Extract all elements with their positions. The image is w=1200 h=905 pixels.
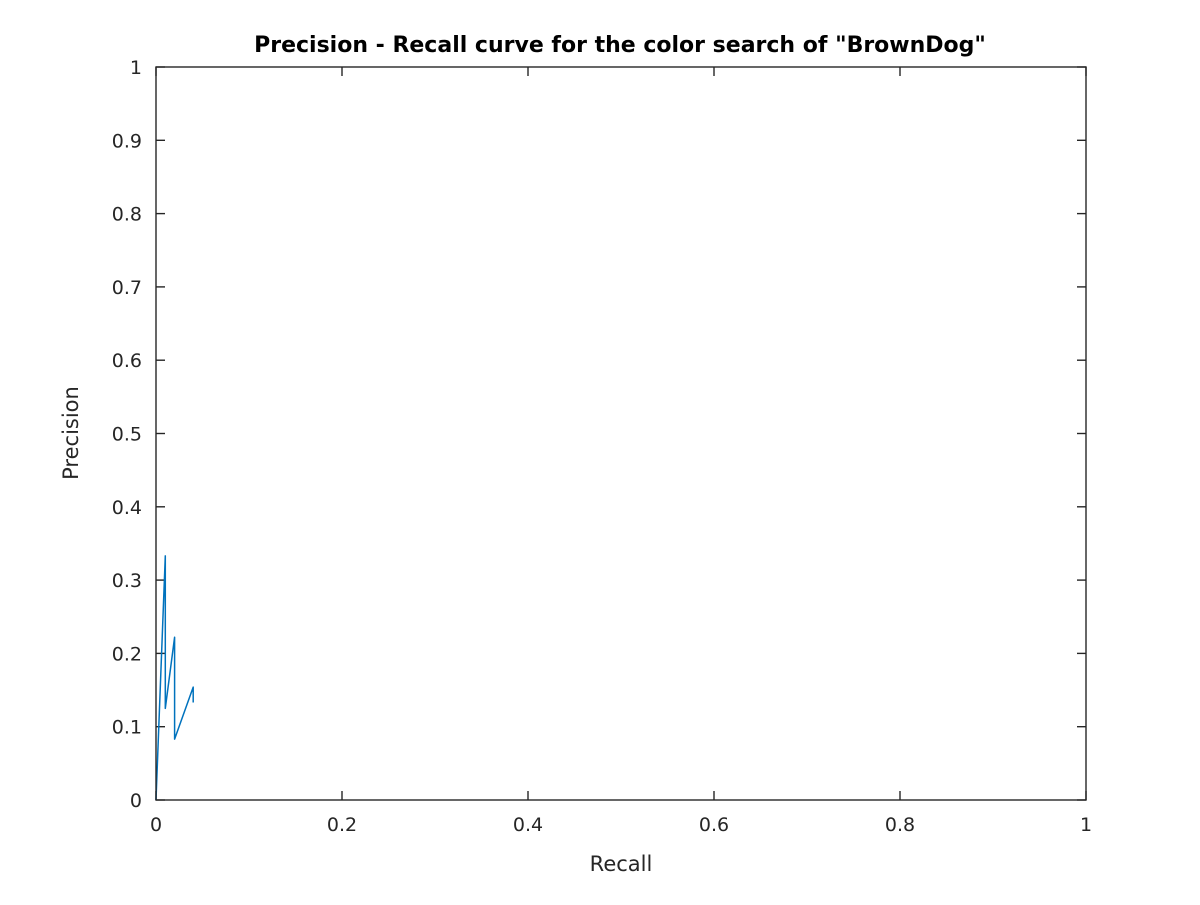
chart-title: Precision - Recall curve for the color s… bbox=[254, 33, 986, 58]
x-axis-label: Recall bbox=[590, 852, 653, 876]
y-tick-label: 0.6 bbox=[112, 350, 142, 372]
x-tick-label: 0.8 bbox=[885, 814, 915, 836]
y-tick-label: 0.4 bbox=[112, 497, 142, 519]
y-tick-label: 0 bbox=[130, 790, 142, 812]
y-tick-label: 0.9 bbox=[112, 130, 142, 152]
y-tick-label: 0.8 bbox=[112, 204, 142, 226]
y-tick-label: 0.2 bbox=[112, 643, 142, 665]
y-tick-label: 1 bbox=[130, 57, 142, 79]
ticks-layer: 0 0.2 0.4 0.6 0.8 1 0 0.1 0.2 0.3 0.4 0.5 0.6 0.7 0.8 0… bbox=[112, 57, 1092, 836]
y-tick-label: 0.3 bbox=[112, 570, 142, 592]
y-tick-label: 0.1 bbox=[112, 717, 142, 739]
x-tick-label: 0.4 bbox=[513, 814, 543, 836]
x-tick-label: 0.2 bbox=[327, 814, 357, 836]
x-tick-label: 1 bbox=[1080, 814, 1092, 836]
x-tick-label: 0 bbox=[150, 814, 162, 836]
y-axis-label: Precision bbox=[59, 386, 83, 480]
series-line bbox=[155, 555, 194, 801]
y-tick-label: 0.7 bbox=[112, 277, 142, 299]
axes-box bbox=[155, 66, 1087, 801]
y-tick-label: 0.5 bbox=[112, 424, 142, 446]
x-tick-label: 0.6 bbox=[699, 814, 729, 836]
series-layer bbox=[155, 555, 194, 801]
